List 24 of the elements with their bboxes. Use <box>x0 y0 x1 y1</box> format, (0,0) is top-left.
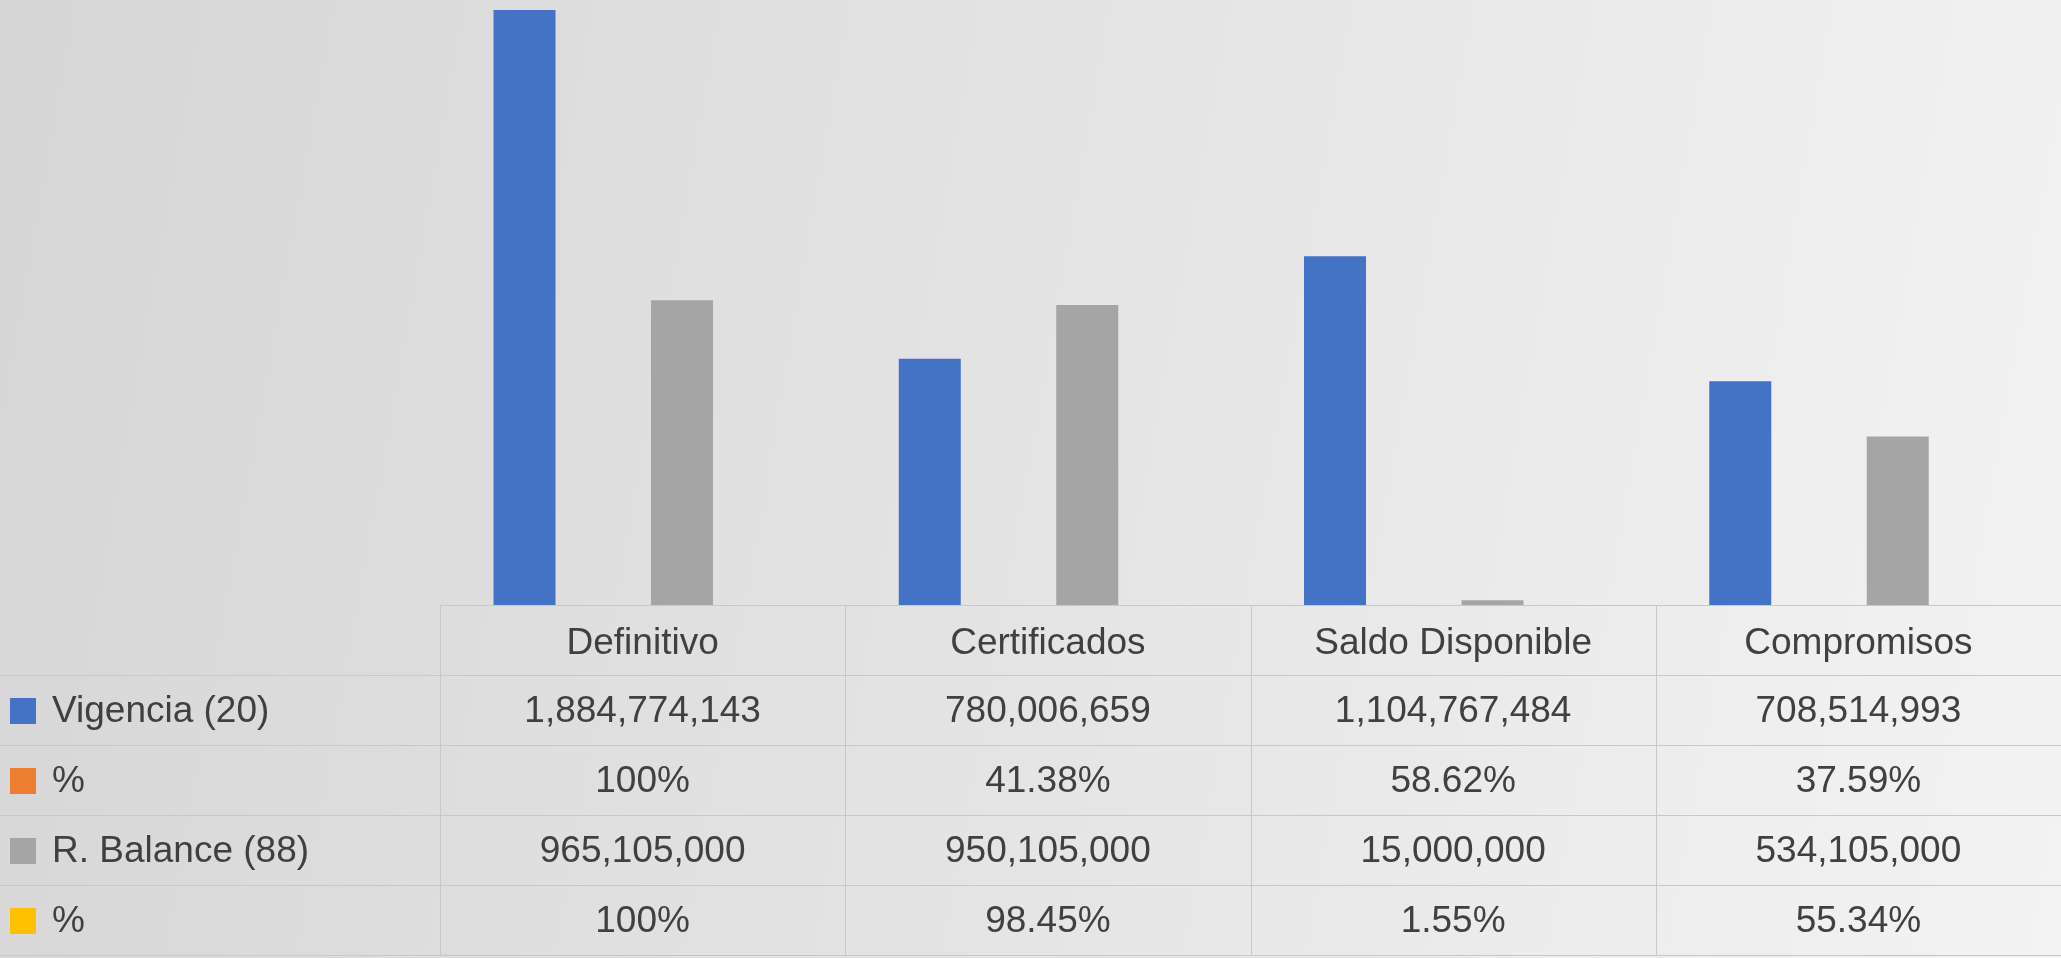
x-tick-label: Certificados <box>950 621 1146 662</box>
legend-label: % <box>51 898 85 942</box>
data-label: 37.59% <box>1794 758 1923 802</box>
data-label: 1,104,767,484 <box>1333 688 1573 732</box>
data-label: 534,105,000 <box>1754 828 1963 872</box>
data-label: 100% <box>594 758 691 802</box>
data-label: 55.34% <box>1794 898 1923 942</box>
legend-label: R. Balance (88) <box>51 828 310 872</box>
data-label: 708,514,993 <box>1754 688 1963 732</box>
x-tick-label: Definitivo <box>566 621 719 662</box>
data-label: 100% <box>594 898 691 942</box>
data-label: 965,105,000 <box>538 828 747 872</box>
data-label: 780,006,659 <box>944 688 1152 732</box>
legend-label: % <box>51 758 85 802</box>
data-label: 1.55% <box>1399 898 1507 942</box>
data-label: 98.45% <box>984 898 1112 942</box>
data-label: 950,105,000 <box>944 828 1152 872</box>
data-label: 15,000,000 <box>1359 828 1547 872</box>
x-tick-label: Saldo Disponible <box>1314 621 1592 662</box>
x-tick-label: Compromisos <box>1744 621 1973 662</box>
data-label: 41.38% <box>984 758 1112 802</box>
data-label: 58.62% <box>1389 758 1517 802</box>
legend-label: Vigencia (20) <box>51 688 270 732</box>
data-label: 1,884,774,143 <box>523 688 762 732</box>
